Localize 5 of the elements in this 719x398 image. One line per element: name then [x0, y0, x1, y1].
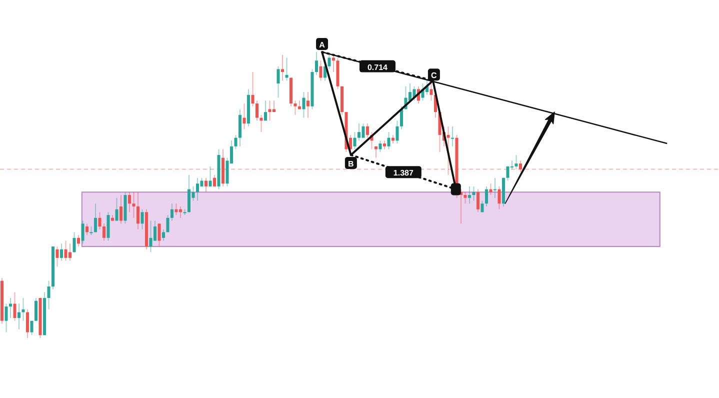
annotation: C [431, 71, 438, 80]
annotation: 0.714 [367, 62, 388, 72]
text: A [319, 40, 326, 50]
annotation: 1.387 [393, 168, 414, 178]
annotation: B [348, 159, 354, 168]
